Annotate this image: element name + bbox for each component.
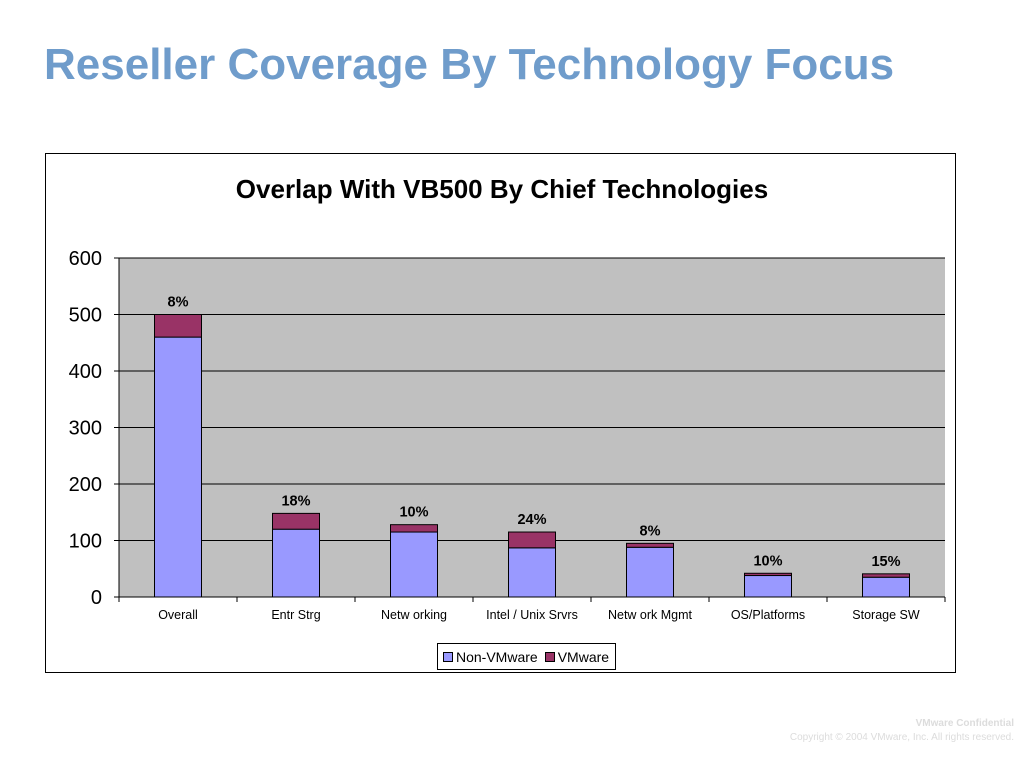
y-tick-label: 400	[69, 361, 102, 383]
gridlines	[119, 257, 945, 541]
data-label: 10%	[753, 553, 782, 569]
footer: VMware Confidential Copyright © 2004 VMw…	[790, 717, 1014, 745]
y-tick-label: 0	[91, 587, 102, 609]
y-tick-label: 100	[69, 531, 102, 553]
non-vmware-bar	[626, 546, 674, 598]
vmware-bar	[744, 572, 792, 577]
non-vmware-bar	[744, 575, 792, 598]
slide-title: Reseller Coverage By Technology Focus	[44, 40, 895, 89]
legend-swatch-vmware	[544, 651, 555, 662]
chart-legend: Non-VMware VMware	[437, 643, 617, 670]
legend-label-vmware: VMware	[557, 648, 610, 665]
data-label: 10%	[399, 505, 428, 521]
x-tick-label: Netw ork Mgmt	[608, 608, 693, 622]
non-vmware-bar	[272, 528, 320, 598]
y-tick-label: 500	[69, 305, 102, 327]
non-vmware-bar	[862, 576, 910, 598]
data-label: 8%	[168, 295, 189, 311]
data-label: 15%	[871, 554, 900, 570]
vmware-bar	[272, 512, 320, 530]
chart-frame: Overlap With VB500 By Chief Technologies…	[45, 153, 956, 673]
copyright-notice: Copyright © 2004 VMware, Inc. All rights…	[789, 732, 1014, 743]
confidential-notice: VMware Confidential	[915, 718, 1014, 729]
stacked-bar-chart: Overlap With VB500 By Chief Technologies…	[69, 174, 946, 622]
x-tick-label: Storage SW	[852, 608, 920, 622]
chart-title: Overlap With VB500 By Chief Technologies	[236, 174, 768, 204]
data-label: 24%	[517, 512, 546, 528]
vmware-bar	[862, 573, 910, 578]
vmware-bar	[626, 542, 674, 548]
x-tick-label: Intel / Unix Srvrs	[486, 608, 578, 622]
y-tick-label: 300	[69, 418, 102, 440]
legend-entry-non-vmware: Non-VMware	[443, 649, 538, 665]
data-label: 8%	[640, 523, 661, 539]
bars	[154, 314, 910, 598]
legend-swatch-non-vmware	[443, 651, 453, 662]
y-tick-label: 200	[69, 474, 102, 496]
y-tick-label: 600	[69, 248, 102, 270]
labels: 0 100 200 300 400 500 600 8% Overall 18% Entr Strg…	[69, 248, 920, 622]
non-vmware-bar	[154, 336, 202, 598]
non-vmware-bar	[390, 531, 438, 598]
legend-entry-vmware: VMware	[544, 648, 610, 665]
vmware-bar	[154, 314, 202, 338]
x-tick-label: OS/Platforms	[731, 608, 805, 622]
non-vmware-bar	[508, 547, 556, 598]
legend-label-non-vmware: Non-VMware	[456, 648, 538, 665]
data-label: 18%	[281, 493, 310, 509]
x-tick-label: Netw orking	[381, 608, 447, 622]
vmware-bar	[508, 531, 556, 549]
vmware-bar	[390, 524, 438, 533]
x-tick-label: Entr Strg	[271, 608, 320, 622]
x-tick-label: Overall	[158, 608, 198, 622]
